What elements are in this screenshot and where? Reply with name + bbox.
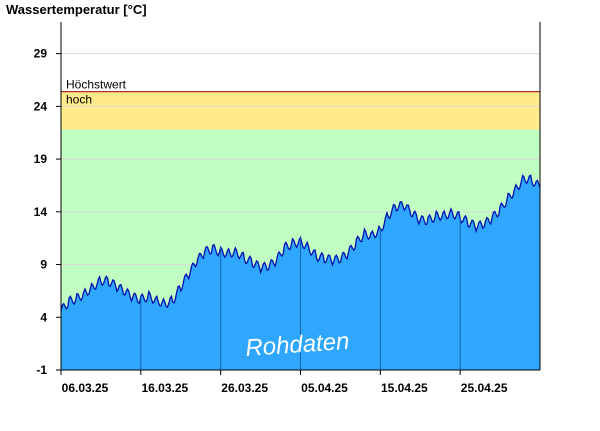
x-tick-label-5: 25.04.25 [461,381,508,395]
x-tick-label-1: 16.03.25 [141,381,188,395]
x-ticks: 06.03.25 16.03.25 26.03.25 05.04.25 15.04.25… [60,370,508,395]
x-tick-label-2: 26.03.25 [221,381,268,395]
y-tick-label-0: -1 [36,363,47,377]
band-1 [61,91,540,130]
chart-title: Wassertemperatur [°C] [6,2,147,17]
band-label-1: hoch [66,93,92,107]
threshold-lines: Höchstwert [61,78,540,93]
y-tick-label-6: 29 [34,47,48,61]
x-tick-label-0: 06.03.25 [62,381,109,395]
y-tick-label-4: 19 [34,152,48,166]
y-ticks: -1 4 9 14 19 24 29 [34,47,61,377]
y-tick-label-1: 4 [40,310,47,324]
y-tick-label-3: 14 [34,205,48,219]
x-tick-label-3: 05.04.25 [301,381,348,395]
date-markers [140,219,461,370]
y-tick-label-5: 24 [34,99,48,113]
y-tick-label-2: 9 [40,258,47,272]
x-tick-label-4: 15.04.25 [381,381,428,395]
threshold-label-0: Höchstwert [66,78,127,92]
